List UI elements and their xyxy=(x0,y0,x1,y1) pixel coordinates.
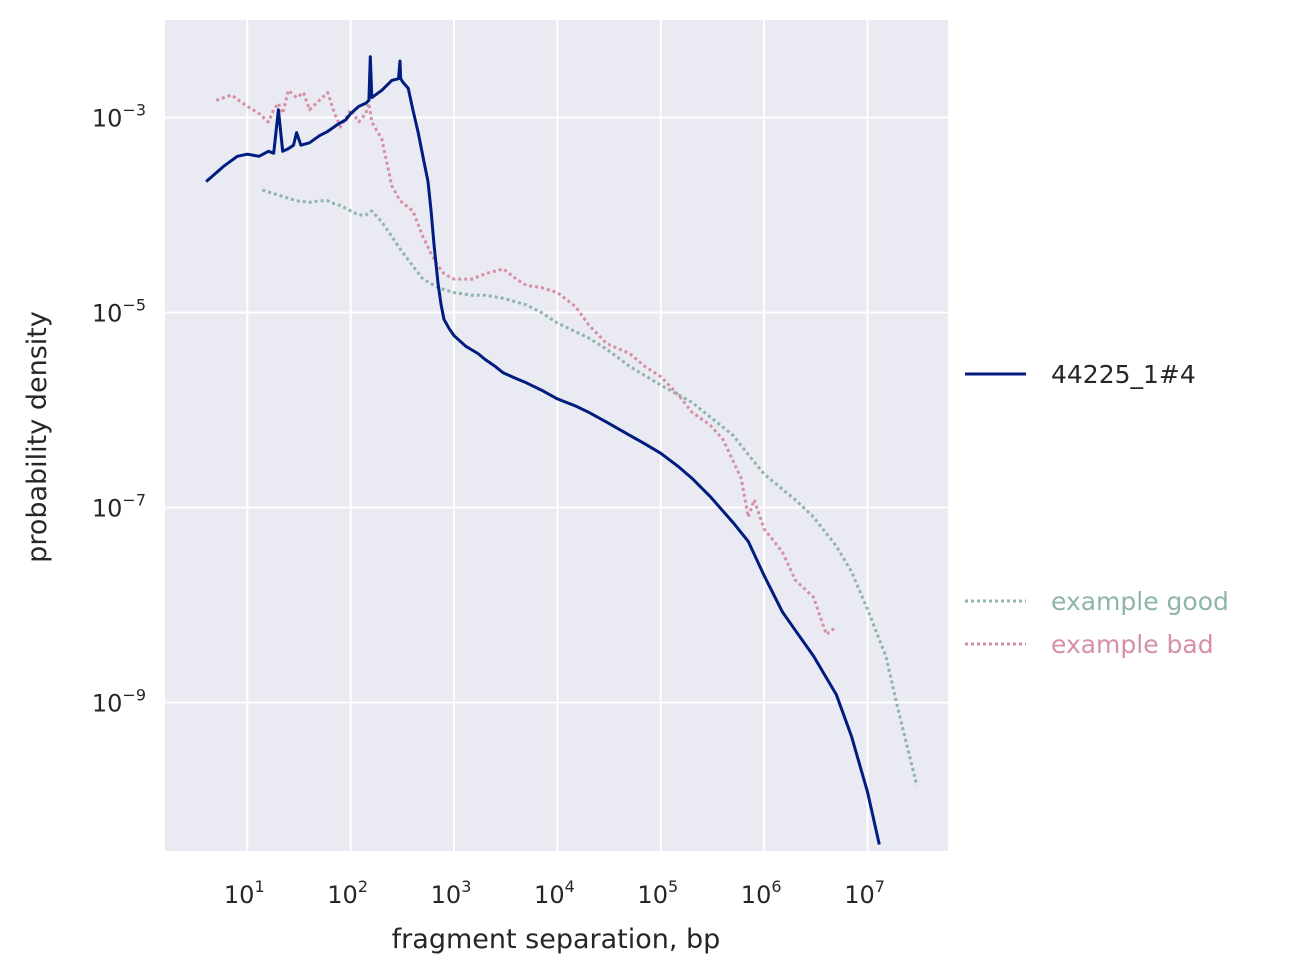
series-line-example-bad xyxy=(215,88,838,636)
x-tick-label: 104 xyxy=(534,877,575,909)
y-tick-label: 10−7 xyxy=(92,491,146,523)
y-axis-label: probability density xyxy=(22,311,53,563)
x-tick-label: 103 xyxy=(431,877,472,909)
x-tick-label: 102 xyxy=(327,877,368,909)
y-tick-label: 10−9 xyxy=(92,686,146,718)
series-line-44225-1-4 xyxy=(205,55,881,845)
series-layer xyxy=(205,55,919,845)
y-tick-label: 10−3 xyxy=(92,101,146,133)
y-tick-label: 10−5 xyxy=(92,296,146,328)
x-tick-label: 101 xyxy=(224,877,265,909)
x-tick-label: 105 xyxy=(637,877,678,909)
grid xyxy=(165,20,948,851)
series-line-example-good xyxy=(261,188,919,787)
x-axis-label: fragment separation, bp xyxy=(392,924,721,955)
x-tick-labels: 101 102 103 104 105 106 107 xyxy=(224,877,885,909)
x-tick-label: 107 xyxy=(844,877,885,909)
y-tick-labels: 10−3 10−5 10−7 10−9 xyxy=(92,101,146,718)
x-tick-label: 106 xyxy=(741,877,782,909)
legend-label: example good xyxy=(1051,587,1229,616)
legend-label: 44225_1#4 xyxy=(1051,360,1196,389)
legend-label: example bad xyxy=(1051,630,1214,659)
